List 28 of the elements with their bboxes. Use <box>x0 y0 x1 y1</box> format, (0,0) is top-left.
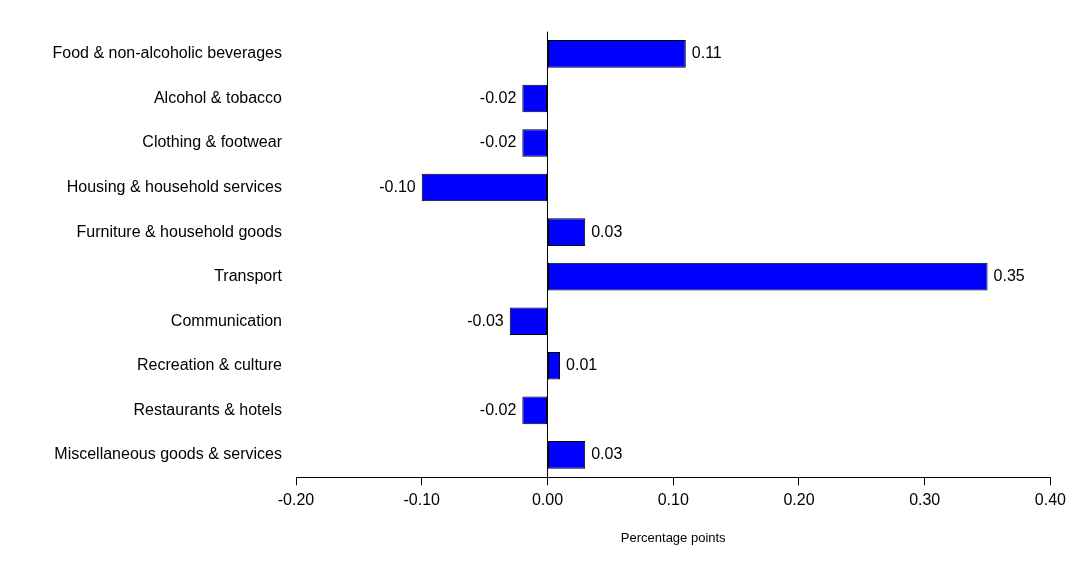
x-tick-label: 0.00 <box>531 491 564 509</box>
data-label: -0.02 <box>479 88 517 106</box>
data-label: -0.02 <box>479 400 517 418</box>
y-tick-label: Clothing & footwear <box>142 133 283 151</box>
data-label: -0.10 <box>379 177 416 195</box>
y-tick-label: Food & non-alcoholic beverages <box>52 44 282 62</box>
data-label: 0.11 <box>691 44 722 62</box>
data-label: 0.35 <box>993 267 1025 285</box>
data-label: -0.03 <box>467 311 504 329</box>
x-tick-label: 0.10 <box>657 491 689 509</box>
data-label: 0.03 <box>591 222 623 240</box>
x-tick-label: 0.40 <box>1034 491 1067 509</box>
x-tick-label: -0.20 <box>277 491 315 509</box>
y-tick-label: Miscellaneous goods & services <box>54 445 282 463</box>
x-tick-label: 0.20 <box>783 491 815 509</box>
y-tick-label: Housing & household services <box>66 177 282 195</box>
y-tick-label: Alcohol & tobacco <box>153 88 283 106</box>
y-tick-label: Recreation & culture <box>137 356 283 374</box>
data-label: 0.03 <box>591 445 623 463</box>
data-label: -0.02 <box>479 133 517 151</box>
x-tick-label: -0.10 <box>403 491 441 509</box>
x-axis-title: Percentage points <box>620 529 727 545</box>
y-tick-label: Communication <box>170 311 282 329</box>
x-tick-label: 0.30 <box>909 491 941 509</box>
y-tick-label: Transport <box>214 267 283 285</box>
data-label: 0.01 <box>566 356 598 374</box>
y-tick-label: Restaurants & hotels <box>133 400 282 418</box>
y-tick-label: Furniture & household goods <box>76 222 282 240</box>
